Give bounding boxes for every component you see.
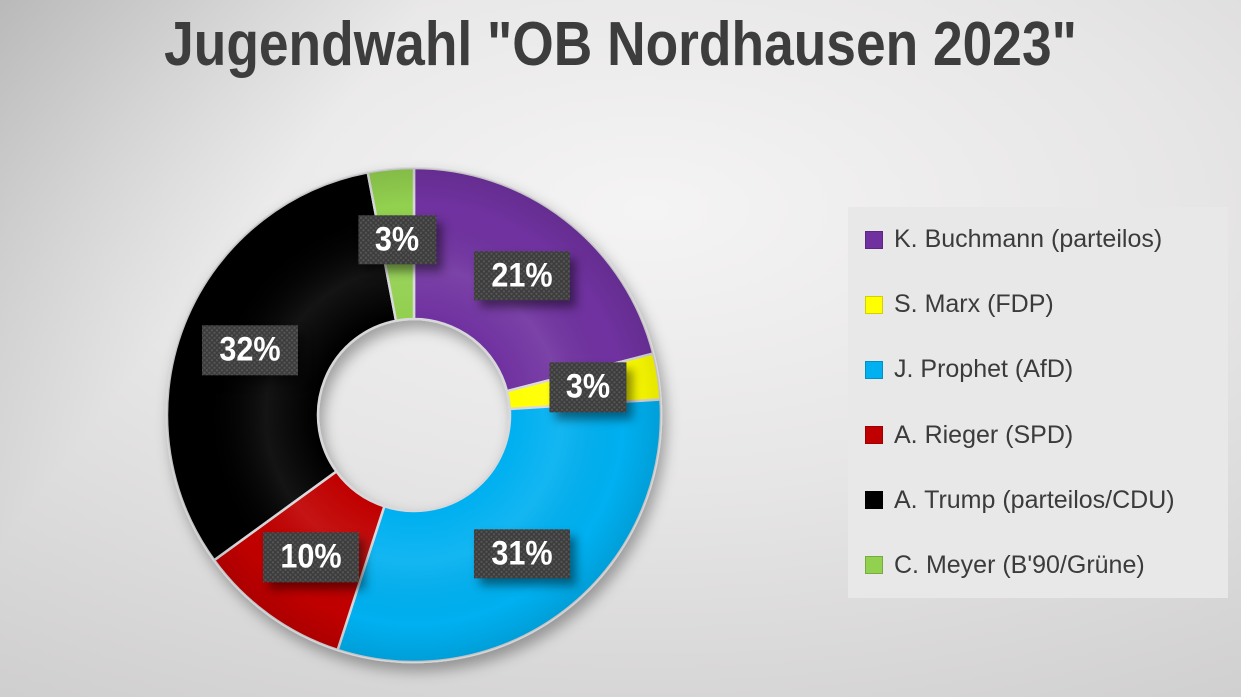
legend-label: C. Meyer (B'90/Grüne)	[894, 550, 1145, 579]
legend-swatch-icon	[865, 295, 883, 314]
chart-title: Jugendwahl "OB Nordhausen 2023"	[164, 10, 1077, 79]
legend-label: S. Marx (FDP)	[894, 290, 1054, 319]
legend-item-2: S. Marx (FDP)	[848, 290, 1228, 319]
legend-item-1: K. Buchmann (parteilos)	[848, 225, 1228, 254]
legend-swatch-icon	[865, 230, 883, 249]
legend-swatch-icon	[865, 491, 883, 510]
legend-swatch-icon	[865, 426, 883, 445]
legend-item-3: J. Prophet (AfD)	[848, 355, 1228, 384]
legend-label: J. Prophet (AfD)	[894, 355, 1074, 384]
legend-swatch-icon	[865, 556, 883, 575]
legend-item-6: C. Meyer (B'90/Grüne)	[848, 551, 1228, 580]
legend-label: A. Rieger (SPD)	[894, 420, 1074, 449]
legend-item-5: A. Trump (parteilos/CDU)	[848, 486, 1228, 515]
legend-label: K. Buchmann (parteilos)	[894, 225, 1163, 254]
legend-item-4: A. Rieger (SPD)	[848, 421, 1228, 450]
legend-label: A. Trump (parteilos/CDU)	[894, 485, 1175, 514]
legend: K. Buchmann (parteilos) S. Marx (FDP) J. P…	[848, 207, 1228, 598]
legend-swatch-icon	[865, 360, 883, 379]
